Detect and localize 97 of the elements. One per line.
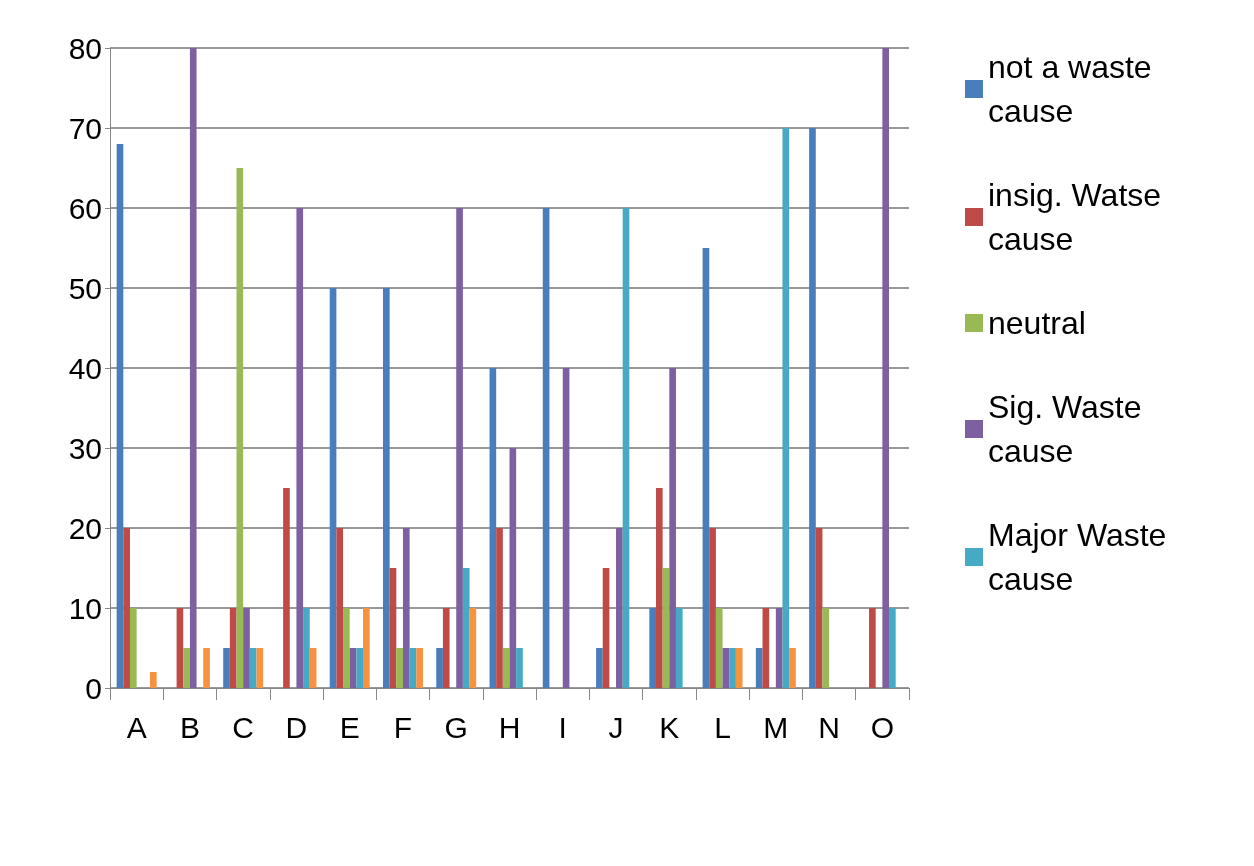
bar <box>882 48 890 688</box>
bar <box>775 608 783 688</box>
bar <box>602 568 610 688</box>
bar <box>616 528 623 688</box>
legend-label: neutral <box>988 305 1086 341</box>
bar <box>815 528 823 688</box>
bar <box>442 608 450 688</box>
bar <box>382 288 390 688</box>
bar <box>782 128 790 688</box>
bar <box>309 648 317 688</box>
bar <box>389 568 397 688</box>
bar <box>755 648 763 688</box>
bar <box>729 648 736 688</box>
bar <box>229 608 237 688</box>
bar <box>203 648 210 688</box>
bar <box>622 208 630 688</box>
x-tick-label: M <box>763 710 789 744</box>
bar <box>649 608 656 688</box>
bar <box>715 608 723 688</box>
bar <box>502 648 510 688</box>
bar <box>462 568 470 688</box>
bar <box>149 672 157 688</box>
bar <box>409 648 417 688</box>
bar <box>236 168 244 688</box>
bar <box>675 608 683 688</box>
bar <box>116 144 124 688</box>
x-tick-label: F <box>393 710 413 744</box>
bar <box>223 648 230 688</box>
bar <box>542 208 550 688</box>
bar <box>363 608 370 688</box>
x-tick-label: E <box>339 710 360 744</box>
x-tick-label: D <box>285 710 308 744</box>
bar <box>283 488 290 688</box>
legend-label: Sig. Waste cause <box>988 389 1151 469</box>
bar <box>709 528 716 688</box>
bar <box>702 248 710 688</box>
bar <box>789 648 796 688</box>
bar <box>436 648 443 688</box>
bar <box>822 608 830 688</box>
bar <box>869 608 876 688</box>
x-tick-label: C <box>232 710 254 744</box>
x-tick-label: N <box>818 710 840 744</box>
bar <box>296 208 304 688</box>
bar <box>189 48 197 688</box>
bar <box>562 368 570 688</box>
x-tick-label: G <box>444 710 468 744</box>
y-tick-label: 30 <box>68 431 102 465</box>
bar <box>129 608 137 688</box>
bar <box>889 608 896 688</box>
x-tick-label: A <box>126 710 147 744</box>
bar <box>256 648 264 688</box>
bar <box>662 568 670 688</box>
bar <box>356 648 364 688</box>
legend-label: insig. Watse cause <box>988 177 1170 257</box>
bar <box>496 528 503 688</box>
y-tick-label: 10 <box>68 591 102 625</box>
bar <box>349 648 357 688</box>
bar <box>809 128 816 688</box>
bar <box>243 608 250 688</box>
bar <box>655 488 663 688</box>
bar <box>303 608 310 688</box>
bar <box>329 288 337 688</box>
y-tick-label: 80 <box>68 31 102 65</box>
legend-label: not a waste cause <box>988 49 1161 129</box>
x-tick-label: J <box>608 710 624 744</box>
bar <box>456 208 463 688</box>
bar <box>396 648 403 688</box>
x-tick-label: K <box>659 710 680 744</box>
bar <box>469 608 477 688</box>
x-tick-label: H <box>498 710 521 744</box>
legend-label: Major Waste cause <box>988 517 1176 597</box>
bar <box>176 608 184 688</box>
bar <box>509 448 517 688</box>
y-tick-label: 40 <box>68 351 102 385</box>
y-tick-label: 0 <box>85 671 102 705</box>
x-tick-label: L <box>714 710 731 744</box>
bar <box>669 368 676 688</box>
x-tick-label: B <box>179 710 200 744</box>
bar <box>416 648 423 688</box>
y-tick-label: 20 <box>68 511 102 545</box>
bar <box>516 648 523 688</box>
y-tick-label: 60 <box>68 191 102 225</box>
bar <box>249 648 257 688</box>
bar <box>402 528 410 688</box>
bar <box>722 648 730 688</box>
bar <box>183 648 190 688</box>
bar <box>735 648 743 688</box>
bar <box>123 528 130 688</box>
x-tick-label: O <box>870 710 895 744</box>
bar <box>336 528 344 688</box>
bar <box>343 608 350 688</box>
y-tick-label: 50 <box>68 271 102 305</box>
bar <box>596 648 603 688</box>
x-tick-label: I <box>558 710 567 744</box>
bar <box>762 608 770 688</box>
y-tick-label: 70 <box>68 111 102 145</box>
bar <box>489 368 497 688</box>
